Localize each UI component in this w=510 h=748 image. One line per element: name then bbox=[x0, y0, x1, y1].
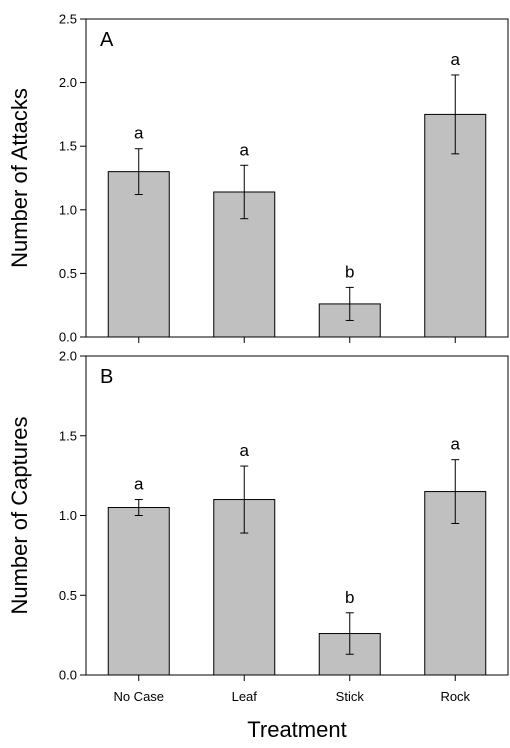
panel-label: B bbox=[100, 366, 113, 388]
significance-letter: a bbox=[240, 441, 250, 460]
x-tick-label: No Case bbox=[113, 689, 164, 704]
y-tick-label: 1.5 bbox=[59, 428, 77, 443]
y-tick-label: 2.0 bbox=[59, 349, 77, 364]
y-tick-label: 0.0 bbox=[59, 330, 77, 345]
significance-letter: a bbox=[451, 50, 461, 69]
y-tick-label: 0.5 bbox=[59, 588, 77, 603]
significance-letter: a bbox=[451, 435, 461, 454]
panel-a: 0.0 0.5 1.0 1.5 2.0 2.5 Number of Attacks Aa a b a bbox=[7, 12, 509, 345]
y-tick-label: 1.0 bbox=[59, 202, 77, 217]
significance-letter: b bbox=[345, 588, 354, 607]
x-axis-title: Treatment bbox=[247, 717, 346, 742]
y-tick-label: 0.0 bbox=[59, 668, 77, 683]
plot-frame bbox=[85, 18, 509, 338]
y-tick-label: 2.0 bbox=[59, 75, 77, 90]
bar bbox=[107, 171, 170, 338]
x-tick-label: Leaf bbox=[232, 689, 258, 704]
significance-letter: a bbox=[134, 475, 144, 494]
y-axis-title: Number of Captures bbox=[7, 416, 32, 614]
x-tick-label: Rock bbox=[440, 689, 470, 704]
panel-label: A bbox=[100, 29, 114, 51]
y-tick-label: 0.5 bbox=[59, 266, 77, 281]
x-tick-label: Stick bbox=[336, 689, 365, 704]
y-tick-label: 2.5 bbox=[59, 12, 77, 27]
panel-b: 0.0 0.5 1.0 1.5 2.0 Number of Captures Ba No Ca… bbox=[7, 349, 509, 704]
y-tick-label: 1.0 bbox=[59, 508, 77, 523]
significance-letter: b bbox=[345, 262, 354, 281]
y-axis-title: Number of Attacks bbox=[7, 88, 32, 268]
y-tick-label: 1.5 bbox=[59, 139, 77, 154]
significance-letter: a bbox=[134, 124, 144, 143]
significance-letter: a bbox=[240, 140, 250, 159]
bar bbox=[107, 507, 170, 676]
